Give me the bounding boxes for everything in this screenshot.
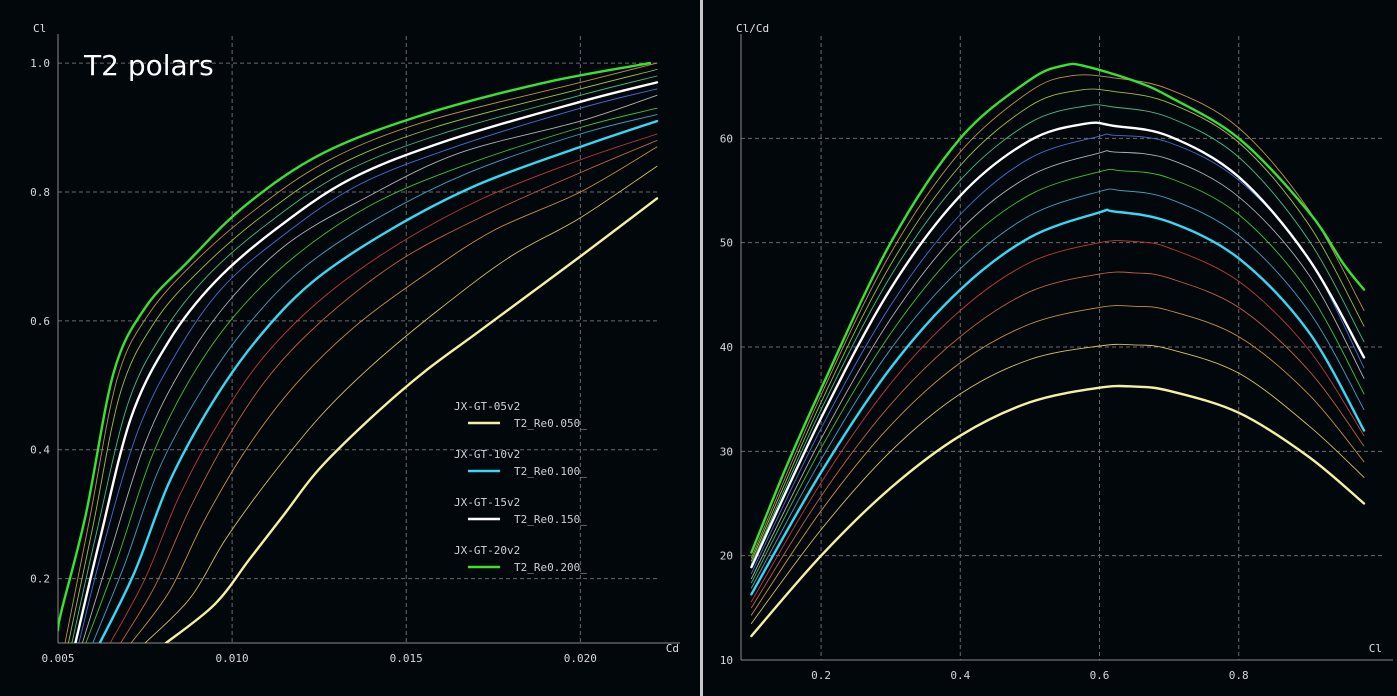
- series-group: [750, 62, 1366, 638]
- y-tick-label: 0.4: [30, 444, 50, 457]
- y-tick-label: 30: [720, 445, 733, 458]
- x-axis-label: Cl: [1369, 642, 1382, 655]
- series-line-8: [750, 168, 1365, 584]
- series-line-15: [750, 62, 1366, 554]
- series-line-9: [81, 94, 658, 643]
- series-line-11: [750, 121, 1366, 569]
- series-line-5: [109, 133, 658, 643]
- series-line-14: [750, 74, 1365, 559]
- y-tick-label: 0.8: [30, 186, 50, 199]
- legend-group-label: JX-GT-10v2: [454, 448, 520, 461]
- series-line-9: [750, 150, 1365, 580]
- series-line-6: [750, 208, 1366, 596]
- x-tick-label: 0.2: [811, 669, 831, 682]
- series-line-7: [92, 114, 658, 643]
- series-line-3: [750, 305, 1365, 616]
- legend-series-label: T2_Re0.150_: [514, 513, 587, 526]
- series-line-7: [750, 188, 1365, 589]
- y-tick-label: 60: [720, 132, 733, 145]
- x-tick-label: 0.4: [950, 669, 970, 682]
- x-tick-label: 0.8: [1229, 669, 1249, 682]
- cl-vs-cd-chart: 0.005 0.010 0.015 0.020 0.2 0.4 0.6 0.8 1.0 Cl Cd T…: [30, 22, 680, 665]
- x-tick-label: 0.020: [564, 652, 597, 665]
- series-line-15: [58, 61, 652, 632]
- y-tick-label: 40: [720, 341, 733, 354]
- y-tick-label: 0.2: [30, 573, 50, 586]
- y-tick-label: 20: [720, 550, 733, 563]
- series-line-10: [750, 133, 1365, 574]
- series-group: [58, 61, 659, 643]
- y-axis-label: Cl/Cd: [736, 22, 769, 35]
- x-tick-label: 0.010: [216, 652, 249, 665]
- x-tick-label: 0.6: [1090, 669, 1110, 682]
- x-tick-label: 0.015: [390, 652, 423, 665]
- y-tick-label: 0.6: [30, 315, 50, 328]
- series-line-12: [750, 104, 1365, 565]
- legend-group-label: JX-GT-05v2: [454, 400, 520, 413]
- series-line-1: [164, 197, 659, 643]
- series-line-5: [750, 240, 1365, 603]
- legend-series-label: T2_Re0.200_: [514, 561, 587, 574]
- series-line-8: [85, 107, 658, 643]
- y-tick-label: 50: [720, 237, 733, 250]
- series-line-11: [74, 81, 659, 643]
- y-tick-label: 10: [720, 654, 733, 667]
- clcd-vs-cl-panel: 0.2 0.4 0.6 0.8 10 20 30 40 50 60 Cl/Cd Cl: [703, 0, 1397, 696]
- cl-cd-polar-panel: 0.005 0.010 0.015 0.020 0.2 0.4 0.6 0.8 1.0 Cl Cd T…: [30, 22, 680, 665]
- series-line-13: [67, 69, 658, 643]
- y-axis-label: Cl: [33, 22, 46, 35]
- legend-series-label: T2_Re0.100_: [514, 465, 587, 478]
- panel-divider[interactable]: [700, 0, 703, 696]
- clcd-vs-cl-chart: 0.2 0.4 0.6 0.8 10 20 30 40 50 60 Cl/Cd Cl: [720, 22, 1393, 682]
- legend-group-label: JX-GT-15v2: [454, 496, 520, 509]
- series-line-4: [750, 271, 1365, 609]
- legend-group-label: JX-GT-20v2: [454, 544, 520, 557]
- series-line-10: [78, 88, 658, 643]
- series-line-14: [64, 62, 658, 643]
- series-line-12: [71, 75, 658, 643]
- legend: JX-GT-05v2 T2_Re0.050_ JX-GT-10v2 T2_Re0.10…: [454, 400, 587, 574]
- x-axis-label: Cd: [666, 642, 679, 655]
- series-line-2: [144, 165, 658, 643]
- series-line-1: [750, 384, 1366, 638]
- series-line-4: [120, 139, 658, 643]
- legend-series-label: T2_Re0.050_: [514, 417, 587, 430]
- series-line-13: [750, 88, 1365, 562]
- y-tick-label: 1.0: [30, 57, 50, 70]
- series-line-3: [130, 146, 658, 643]
- chart-title: T2 polars: [83, 49, 214, 82]
- x-tick-label: 0.005: [41, 652, 74, 665]
- series-line-6: [98, 119, 659, 643]
- series-line-2: [750, 343, 1365, 624]
